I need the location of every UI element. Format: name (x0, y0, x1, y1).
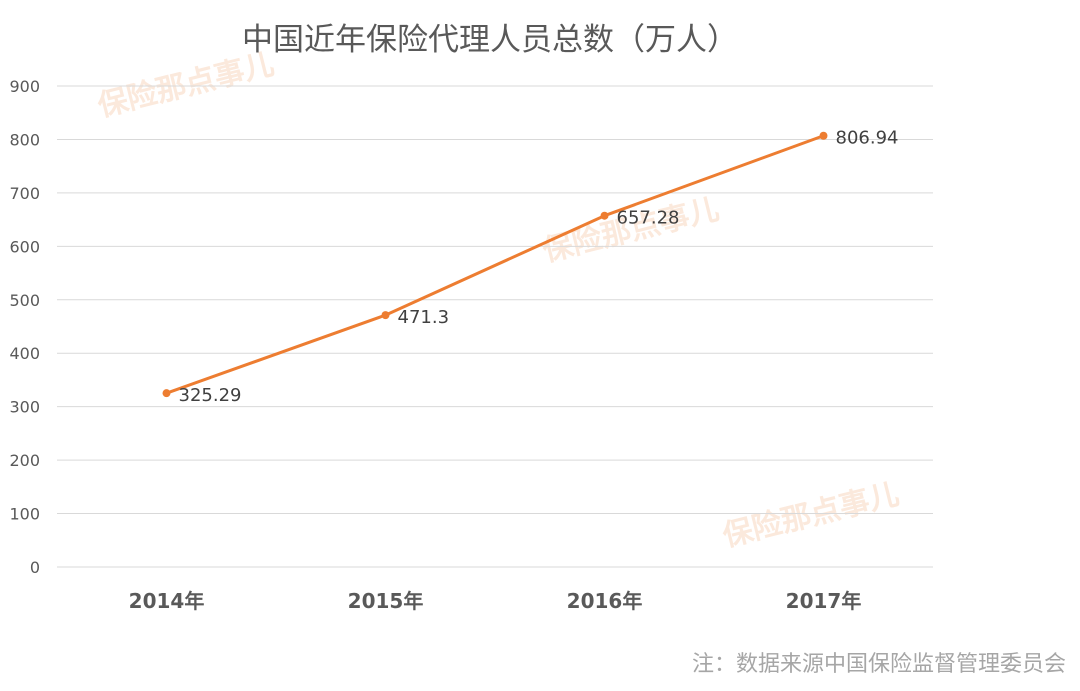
y-tick-label: 0 (30, 558, 40, 577)
y-tick-label: 100 (9, 505, 40, 524)
data-point (381, 311, 390, 320)
x-tick-label: 2016年 (567, 589, 643, 613)
x-tick-label: 2015年 (348, 589, 424, 613)
y-tick-label: 300 (9, 398, 40, 417)
source-note: 注：数据来源中国保险监督管理委员会 (691, 652, 1066, 677)
y-tick-label: 500 (9, 291, 40, 310)
series-line (165, 134, 825, 395)
data-label: 806.94 (836, 128, 899, 149)
y-tick-label: 200 (9, 451, 40, 470)
y-tick-label: 900 (9, 77, 40, 96)
x-tick-label: 2014年 (129, 589, 205, 613)
data-label: 471.3 (398, 307, 450, 328)
data-point (600, 211, 609, 220)
y-tick-label: 600 (9, 237, 40, 256)
data-point (162, 389, 171, 398)
y-tick-label: 800 (9, 130, 40, 149)
chart-title: 中国近年保险代理人员总数（万人） (242, 22, 738, 58)
data-point (819, 131, 828, 140)
y-tick-label: 700 (9, 184, 40, 203)
data-label: 657.28 (617, 208, 680, 229)
data-label: 325.29 (179, 385, 242, 406)
y-tick-label: 400 (9, 344, 40, 363)
x-tick-label: 2017年 (786, 589, 862, 613)
